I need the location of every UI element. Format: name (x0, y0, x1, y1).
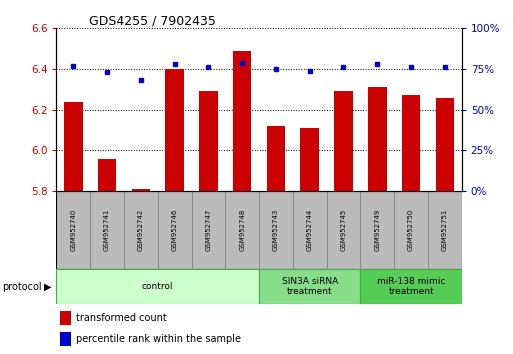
Text: GSM952749: GSM952749 (374, 209, 380, 251)
Text: GSM952745: GSM952745 (341, 209, 346, 251)
Bar (98, 159, 116, 191)
Text: control: control (142, 282, 173, 291)
Bar (131, 189, 150, 191)
Bar (301, 128, 319, 191)
Text: miR-138 mimic
treatment: miR-138 mimic treatment (377, 277, 445, 296)
Bar (124, 191, 158, 269)
Bar (199, 91, 218, 191)
Text: GSM952744: GSM952744 (307, 209, 313, 251)
Text: SIN3A siRNA
treatment: SIN3A siRNA treatment (282, 277, 338, 296)
Text: GSM952746: GSM952746 (172, 209, 177, 251)
Bar (360, 191, 394, 269)
Bar (259, 269, 360, 304)
Text: GSM952750: GSM952750 (408, 209, 414, 251)
Text: GSM952743: GSM952743 (273, 209, 279, 251)
Bar (436, 97, 454, 191)
Bar (61, 332, 71, 346)
Bar (368, 87, 387, 191)
Text: ▶: ▶ (44, 282, 51, 292)
Bar (327, 191, 360, 269)
Bar (402, 96, 420, 191)
Bar (64, 102, 83, 191)
Text: GSM952741: GSM952741 (104, 209, 110, 251)
Bar (428, 191, 462, 269)
Text: GSM952742: GSM952742 (138, 209, 144, 251)
Bar (233, 51, 251, 191)
Bar (90, 191, 124, 269)
Text: GSM952748: GSM952748 (239, 209, 245, 251)
Bar (334, 91, 353, 191)
Text: percentile rank within the sample: percentile rank within the sample (76, 334, 241, 344)
Text: protocol: protocol (3, 282, 42, 292)
Bar (293, 191, 327, 269)
Text: GDS4255 / 7902435: GDS4255 / 7902435 (89, 14, 216, 27)
Bar (360, 269, 462, 304)
Text: GSM952740: GSM952740 (70, 209, 76, 251)
Bar (259, 191, 293, 269)
Bar (56, 191, 90, 269)
Bar (157, 191, 191, 269)
Text: transformed count: transformed count (76, 313, 167, 323)
Bar (56, 269, 259, 304)
Bar (191, 191, 225, 269)
Bar (394, 191, 428, 269)
Bar (225, 191, 259, 269)
Bar (267, 126, 285, 191)
Text: GSM952747: GSM952747 (205, 209, 211, 251)
Bar (165, 69, 184, 191)
Text: GSM952751: GSM952751 (442, 209, 448, 251)
Bar (61, 312, 71, 325)
